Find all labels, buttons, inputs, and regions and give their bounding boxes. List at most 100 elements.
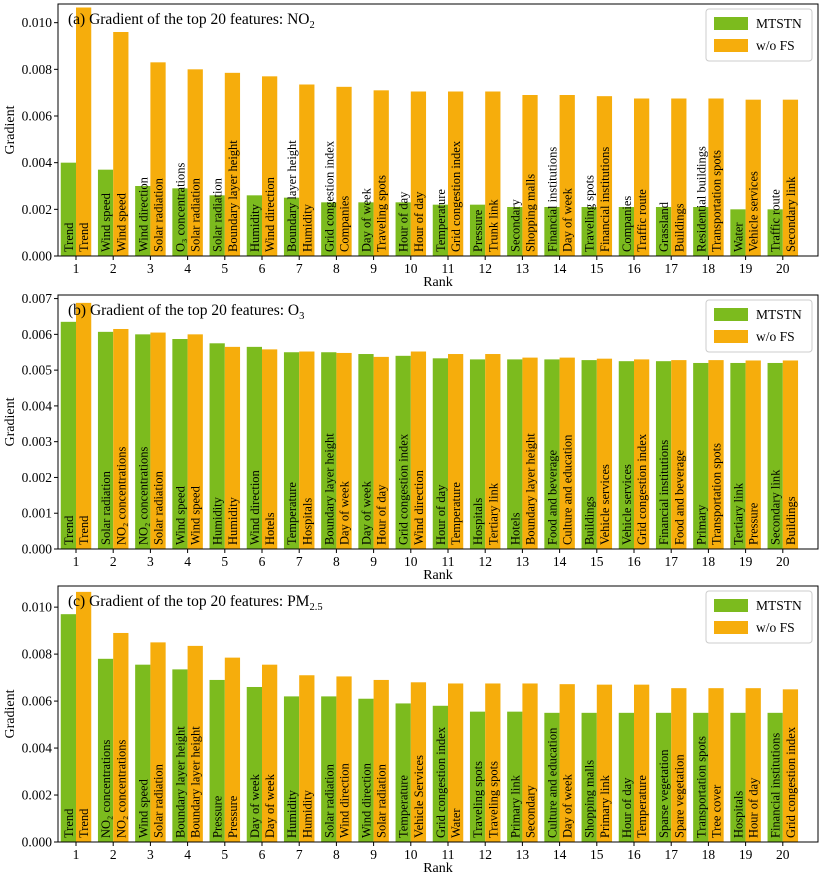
x-tick-label: 10: [404, 847, 418, 862]
bar: [655, 712, 672, 842]
bar: [693, 362, 709, 549]
bar: [618, 207, 634, 256]
y-tick-label: 0.002: [22, 470, 52, 485]
bar-label: NO₂ concentrations: [114, 446, 128, 545]
bar: [60, 614, 76, 842]
legend-swatch-mtstn: [714, 308, 748, 321]
bar: [559, 95, 575, 256]
bar: [172, 339, 188, 549]
y-tick-label: 0.002: [22, 202, 52, 217]
bar-label: Water: [731, 222, 745, 252]
bar-label: Water: [449, 808, 463, 838]
bar-label: Transportation spots: [694, 736, 708, 838]
bar-label: Traveling spots: [471, 761, 485, 838]
bar: [209, 343, 225, 549]
bar-label: Boundary layer height: [226, 140, 240, 252]
bar: [767, 712, 783, 842]
bar: [246, 686, 262, 842]
bar: [671, 98, 687, 256]
bar-label: Grid congestion index: [635, 433, 649, 545]
bar: [373, 90, 389, 256]
bar-label: Vehicle Services: [412, 755, 426, 838]
chart-title-main: (a) Gradient of the top 20 features: NO: [68, 11, 309, 28]
y-tick-label: 0.006: [22, 327, 53, 342]
bar: [187, 69, 203, 256]
bar: [559, 684, 575, 842]
bar-label: Day of week: [263, 773, 277, 838]
x-tick-label: 1: [73, 261, 80, 276]
bar-label: NO₂ concentrations: [114, 739, 128, 838]
legend-label-mtstn: MTSTN: [756, 16, 802, 31]
bar: [135, 334, 151, 549]
bar: [97, 169, 114, 256]
bar: [172, 669, 188, 842]
bar: [209, 679, 225, 842]
bar-label: Grid congestion index: [449, 140, 463, 252]
chart-title: (c) Gradient of the top 20 features: PM2…: [68, 593, 323, 613]
x-tick-label: 12: [478, 554, 492, 569]
plot-frame: [57, 294, 819, 550]
bar-label: Pressure: [211, 795, 225, 838]
bar-label: Temperature: [397, 775, 411, 838]
bar: [60, 321, 76, 549]
bar: [283, 197, 300, 256]
series-wofs: Trend NO₂ concentrations Solar radiation Wi…: [76, 302, 799, 549]
bar: [150, 332, 166, 549]
bar: [596, 684, 613, 842]
legend: MTSTN w/o FS: [705, 299, 813, 353]
bar: [671, 360, 687, 549]
x-tick-label: 12: [478, 847, 492, 862]
bar-label: Secondary: [524, 784, 538, 838]
bar: [76, 591, 92, 842]
bar-label: Solar radiation: [189, 177, 203, 252]
bar-label: Spare vegetation: [672, 754, 686, 838]
bar: [395, 703, 411, 842]
x-tick-label: 8: [333, 261, 340, 276]
bar-label: Solar radiation: [211, 177, 225, 252]
bar-label: Tertiary link: [486, 482, 500, 545]
bar: [373, 679, 389, 842]
bar-label: Wind direction: [338, 762, 352, 838]
bar: [283, 352, 300, 549]
bar: [224, 657, 241, 842]
bar: [262, 349, 278, 549]
x-tick-label: 3: [147, 261, 154, 276]
bar: [485, 91, 501, 256]
legend-label-mtstn: MTSTN: [756, 598, 802, 613]
bar-label: Hotels: [263, 512, 277, 545]
bar-label: Boundary layer height: [173, 726, 187, 838]
y-tick-label: 0.010: [22, 15, 53, 30]
bar: [507, 359, 523, 549]
y-tick-label: 0.004: [22, 741, 53, 756]
bar: [730, 712, 746, 842]
x-axis-label: Rank: [423, 861, 453, 875]
bar: [581, 712, 597, 842]
bar-label: Wind speed: [114, 192, 128, 252]
bar: [693, 207, 709, 256]
bar: [634, 684, 650, 842]
bar-label: Secondary link: [769, 469, 783, 545]
bar: [507, 711, 523, 842]
bar-label: Transportation spots: [710, 443, 724, 545]
bar-label: NO₂ concentrations: [136, 446, 150, 545]
bar-label: Primary link: [508, 774, 522, 838]
x-tick-label: 7: [296, 261, 303, 276]
bar-label: Humidity: [226, 496, 240, 545]
bar-label: Boundary layer height: [285, 140, 299, 252]
x-axis-label: Rank: [423, 275, 453, 290]
bar-label: Grid congestion index: [322, 140, 336, 252]
x-tick-label: 10: [404, 261, 418, 276]
bar-label: Trunk link: [486, 199, 500, 252]
bar: [469, 711, 486, 842]
bar: [321, 696, 337, 842]
x-tick-label: 16: [627, 261, 641, 276]
y-tick-label: 0.006: [22, 109, 53, 124]
bar-label: Grid congestion index: [784, 726, 798, 838]
bar-label: Temperature: [434, 189, 448, 252]
x-tick-label: 19: [739, 554, 753, 569]
chart-title-subscript: 2.5: [309, 602, 322, 613]
x-tick-label: 18: [702, 554, 716, 569]
x-tick-label: 17: [664, 261, 678, 276]
bar: [730, 209, 746, 256]
bar: [544, 207, 560, 256]
